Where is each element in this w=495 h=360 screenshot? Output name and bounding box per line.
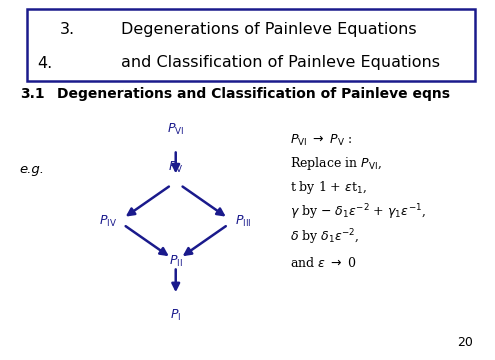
Text: e.g.: e.g. [20,163,45,176]
Text: $P_{\mathrm{IV}}$: $P_{\mathrm{IV}}$ [99,214,117,229]
Text: Degenerations of Painleve Equations: Degenerations of Painleve Equations [121,22,417,37]
Text: 3.1: 3.1 [20,87,45,100]
Text: $P_{\mathrm{VI}}$: $P_{\mathrm{VI}}$ [167,122,184,137]
Text: Replace in $P_{\mathrm{VI}}$,: Replace in $P_{\mathrm{VI}}$, [290,155,381,172]
Bar [27,9,475,81]
Text: $P_{\mathrm{II}}$: $P_{\mathrm{II}}$ [169,253,183,269]
Text: 20: 20 [457,336,473,349]
Text: and Classification of Painleve Equations: and Classification of Painleve Equations [121,55,440,71]
Text: and $\varepsilon$ $\rightarrow$ 0: and $\varepsilon$ $\rightarrow$ 0 [290,256,356,270]
Text: $P_{\mathrm{I}}$: $P_{\mathrm{I}}$ [170,307,181,323]
Text: $\gamma$ by $-$ $\delta_1\varepsilon^{-2}$ + $\gamma_1\varepsilon^{-1}$,: $\gamma$ by $-$ $\delta_1\varepsilon^{-2… [290,203,426,222]
Text: Degenerations and Classification of Painleve eqns: Degenerations and Classification of Pain… [57,87,450,100]
Text: t by 1 + $\varepsilon$t$_1$,: t by 1 + $\varepsilon$t$_1$, [290,179,366,197]
Text: $\delta$ by $\delta_1\varepsilon^{-2}$,: $\delta$ by $\delta_1\varepsilon^{-2}$, [290,228,359,247]
Text: 3.: 3. [59,22,75,37]
Text: $P_{\mathrm{III}}$: $P_{\mathrm{III}}$ [235,214,252,229]
Text: $P_{\mathrm{V}}$: $P_{\mathrm{V}}$ [168,160,184,175]
Text: $P_{\mathrm{VI}}$ $\rightarrow$ $P_{\mathrm{V}}$ :: $P_{\mathrm{VI}}$ $\rightarrow$ $P_{\mat… [290,133,352,148]
Text: 4.: 4. [37,55,52,71]
